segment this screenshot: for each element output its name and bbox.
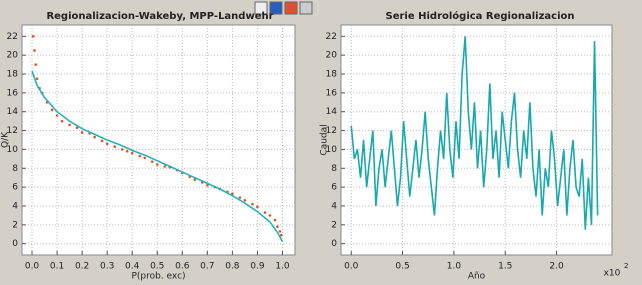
y-tick-label: 22 [7,32,18,42]
x-tick-label: 1.0 [447,262,462,272]
y-tick-label: 16 [7,88,19,98]
y-tick-label: 18 [7,70,19,80]
x-tick-label: 1.0 [275,262,290,272]
point [34,63,38,66]
x-tick-label: 0.9 [250,262,265,272]
point [93,135,96,139]
x-tick-label: 0.5 [395,262,409,272]
point [68,123,71,127]
point [100,139,104,143]
x-tick-label: 0.7 [200,262,214,272]
point [276,225,279,229]
x-tick-label: 0.8 [225,262,240,272]
x-tick-label: 2.0 [549,262,564,272]
point [55,114,59,117]
point [278,230,282,233]
y-axis-label: Caudal [320,124,330,155]
point [163,165,167,168]
y-tick-label: 4 [331,201,337,211]
toolbar [254,1,313,15]
x-tick-label: 0.5 [150,262,164,272]
x-tick-label: 0.3 [100,262,114,272]
y-tick-label: 18 [326,70,338,80]
point [120,148,124,151]
y-tick-label: 14 [326,107,338,117]
y-tick-label: 20 [326,51,338,61]
x-tick-label: 0.4 [125,262,140,272]
point [251,202,254,206]
y-tick-label: 6 [331,183,337,193]
point [60,119,64,123]
reset-button[interactable] [269,1,283,15]
x-tick-label: 0.0 [25,262,40,272]
point [80,131,84,134]
point [193,178,197,181]
point [143,156,147,160]
x-axis-label: Año [468,272,486,282]
y-tick-label: 12 [326,126,337,136]
y-axis-label: Q/K [1,131,11,148]
point [268,214,272,217]
fit-button[interactable] [299,1,313,15]
point [263,211,267,214]
x-multiplier-exponent: 2 [624,262,628,270]
y-tick-label: 4 [12,201,18,211]
y-tick-label: 22 [326,32,337,42]
chart-title: Serie Hidrológica Regionalizacion [386,10,575,22]
print-button[interactable] [254,1,268,15]
y-tick-label: 0 [331,239,337,249]
point [138,154,142,158]
zoom-button[interactable] [284,1,298,15]
x-axis-label: P(prob. exc) [131,272,185,282]
point [256,205,259,209]
y-tick-label: 10 [326,145,338,155]
point [50,108,54,112]
x-multiplier-base: x10 [604,269,621,279]
point [31,35,35,38]
y-tick-label: 20 [7,51,19,61]
y-tick-label: 8 [12,164,18,174]
y-tick-label: 16 [326,88,338,98]
plot-area [21,24,296,256]
y-tick-label: 8 [331,164,337,174]
y-tick-label: 14 [7,107,19,117]
point [105,142,109,146]
point [279,233,283,237]
y-tick-label: 2 [12,220,18,230]
y-tick-label: 10 [7,145,19,155]
line [350,36,599,230]
line [31,70,284,243]
x-tick-label: 0.2 [75,262,89,272]
y-tick-label: 0 [12,239,18,249]
point [35,77,39,81]
point [33,49,36,52]
point [130,151,134,155]
chart-title: Regionalizacion-Wakeby, MPP-Landwehr [46,11,273,22]
point [75,126,79,130]
point [113,145,116,148]
point [155,163,159,166]
point [243,199,247,202]
point [238,196,242,199]
y-tick-label: 12 [7,126,18,136]
x-tick-label: 0.6 [175,262,190,272]
x-tick-label: 0.0 [344,262,359,272]
y-tick-label: 6 [12,183,18,193]
point [206,183,209,187]
point [125,150,129,153]
point [273,218,277,222]
x-tick-label: 1.5 [498,262,512,272]
x-tick-label: 0.1 [50,262,64,272]
y-tick-label: 2 [331,220,337,230]
point [150,160,154,163]
